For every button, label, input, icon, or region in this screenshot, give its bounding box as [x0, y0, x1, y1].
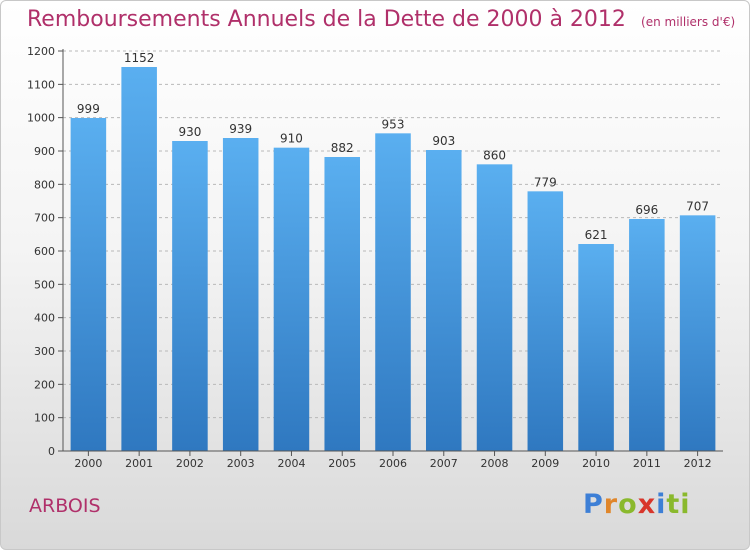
commune-name: ARBOIS	[29, 495, 101, 517]
x-tick-label: 2001	[125, 457, 153, 470]
bar	[629, 219, 665, 451]
bar	[679, 215, 716, 451]
bar-value-label: 903	[432, 134, 455, 148]
logo-letter: o	[618, 489, 638, 520]
bar-layer: 999 1152 930 939 910 882 953 903 860 779 621 696 707	[70, 51, 716, 452]
bar	[324, 157, 360, 451]
x-tick-label: 2009	[531, 457, 559, 470]
bar-value-label: 1152	[124, 51, 155, 65]
bar-value-label: 953	[382, 117, 405, 131]
x-tick-label: 2003	[227, 457, 255, 470]
bar	[121, 67, 157, 451]
y-tick-label: 800	[34, 178, 55, 191]
bar	[375, 133, 411, 452]
y-tick-label: 600	[34, 245, 55, 258]
bar-value-label: 779	[534, 175, 557, 189]
bar-value-label: 696	[635, 203, 658, 217]
x-tick-label: 2012	[684, 457, 712, 470]
x-tick-label: 2006	[379, 457, 407, 470]
bar-value-label: 621	[585, 228, 608, 242]
y-tick-label: 200	[34, 378, 55, 391]
logo-letter: x	[637, 489, 657, 520]
y-tick-label: 300	[34, 345, 55, 358]
logo-letter: i	[656, 489, 667, 520]
y-tick-label: 1200	[27, 45, 55, 58]
logo-letter: r	[603, 489, 619, 520]
y-tick-label: 100	[34, 412, 55, 425]
x-tick-label: 2010	[582, 457, 610, 470]
x-tick-label: 2008	[481, 457, 509, 470]
bar-value-label: 860	[483, 148, 506, 162]
x-tick-label: 2002	[176, 457, 204, 470]
bar-value-label: 999	[77, 102, 100, 116]
bar	[476, 164, 513, 452]
bar-value-label: 939	[229, 122, 252, 136]
x-tick-label: 2011	[633, 457, 661, 470]
bar-value-label: 930	[178, 125, 201, 139]
y-tick-label: 1100	[27, 78, 55, 91]
axis-layer: 0 100 200 300 400 500 600 700 800 900 1000 1100 1200…	[27, 45, 723, 470]
logo-letter: ti	[666, 489, 691, 520]
bar	[70, 118, 107, 451]
y-tick-label: 400	[34, 312, 55, 325]
bar	[273, 147, 310, 451]
y-tick-label: 700	[34, 212, 55, 225]
bar-value-label: 707	[686, 199, 709, 213]
x-tick-label: 2000	[74, 457, 102, 470]
bar-value-label: 910	[280, 132, 303, 146]
y-tick-label: 0	[48, 445, 55, 458]
y-tick-label: 900	[34, 145, 55, 158]
chart-unit-note: (en milliers d'€)	[641, 15, 736, 29]
chart-title-block: Remboursements Annuels de la Dette de 20…	[27, 7, 735, 32]
bar-value-label: 882	[331, 141, 354, 155]
y-tick-label: 1000	[27, 112, 55, 125]
x-tick-label: 2004	[277, 457, 305, 470]
chart-title: Remboursements Annuels de la Dette de 20…	[27, 7, 626, 32]
bar	[527, 191, 564, 452]
bar	[172, 141, 208, 451]
x-tick-label: 2007	[430, 457, 458, 470]
logo-letter: P	[583, 489, 604, 520]
y-tick-label: 500	[34, 278, 55, 291]
bar	[578, 244, 614, 451]
bar	[222, 138, 259, 451]
x-tick-label: 2005	[328, 457, 356, 470]
proxiti-logo: Proxiti	[583, 489, 691, 520]
bar	[426, 150, 462, 451]
